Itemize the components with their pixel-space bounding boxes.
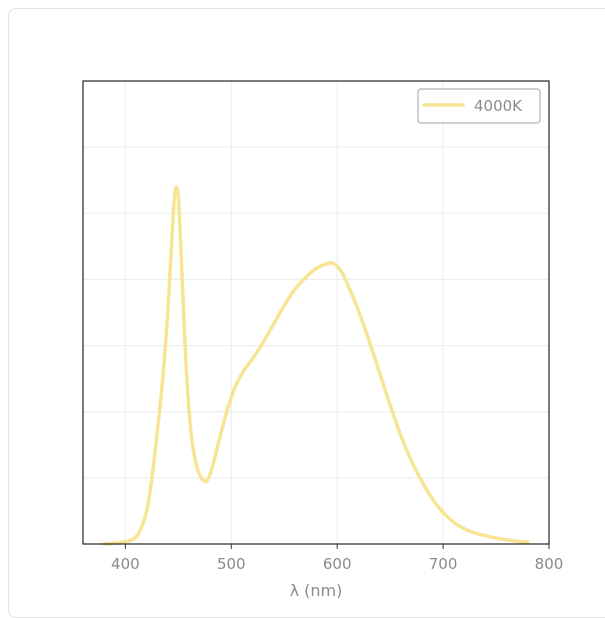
x-tick-label: 700 xyxy=(429,555,458,573)
plot-area xyxy=(102,185,530,546)
series-line-4000K xyxy=(102,185,530,546)
legend-box xyxy=(417,88,541,124)
x-tick-label: 800 xyxy=(535,555,564,573)
plot-frame xyxy=(82,80,550,545)
x-tick-label: 400 xyxy=(111,555,140,573)
x-axis-title: λ (nm) xyxy=(290,581,343,600)
x-tick-label: 500 xyxy=(217,555,246,573)
x-axis-ticks: 400 500 600 700 800 xyxy=(111,544,563,573)
grid-lines xyxy=(83,81,550,544)
x-tick-label: 600 xyxy=(323,555,352,573)
legend: 4000K xyxy=(417,88,541,124)
legend-label: 4000K xyxy=(474,97,523,115)
